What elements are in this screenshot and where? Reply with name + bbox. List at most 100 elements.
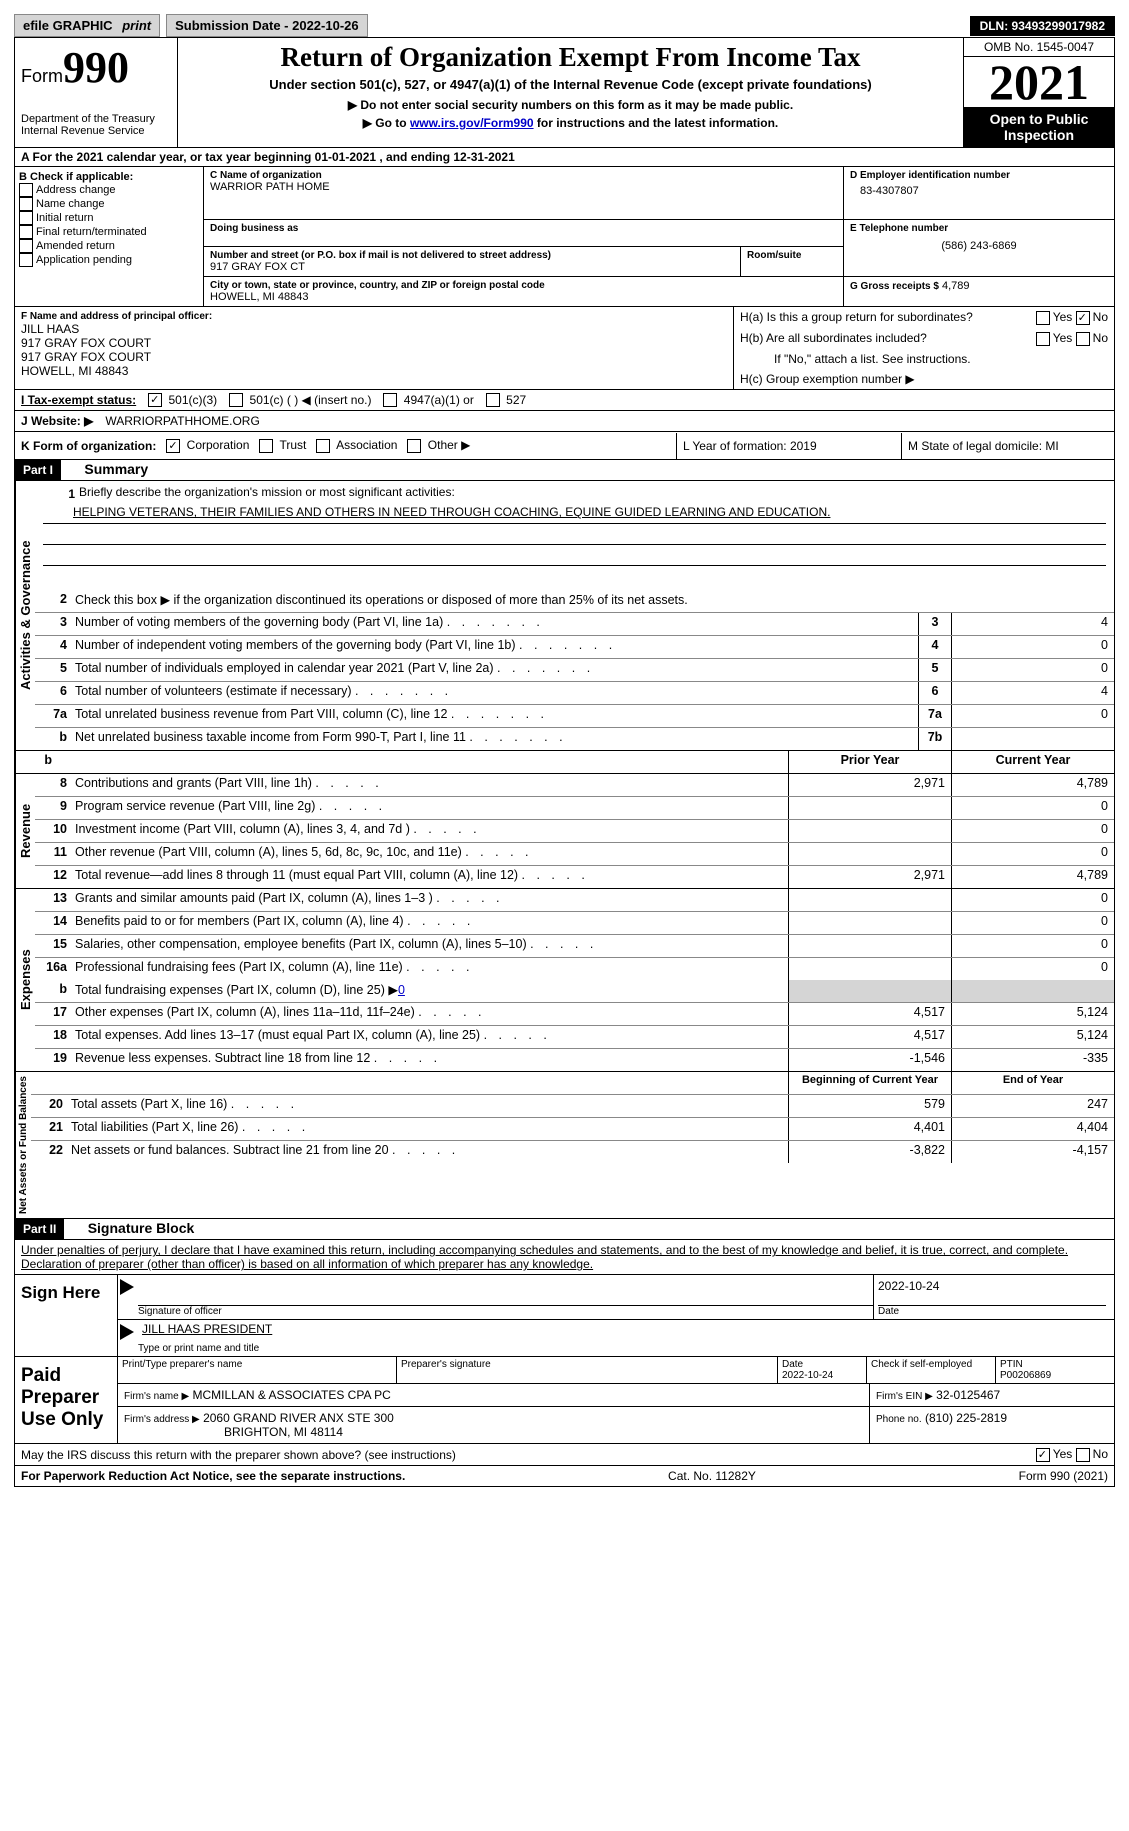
check-intro: B Check if applicable: xyxy=(19,171,199,183)
ln-num: 10 xyxy=(35,820,71,842)
tax-year: 2021 xyxy=(964,57,1114,107)
sign-here-section: Sign Here Signature of officer 2022-10-2… xyxy=(14,1275,1115,1357)
ln-text: Total liabilities (Part X, line 26) . . … xyxy=(67,1118,788,1140)
ln-box: 7b xyxy=(918,728,951,750)
col-f: F Name and address of principal officer:… xyxy=(15,307,734,389)
firm-addr1: 2060 GRAND RIVER ANX STE 300 xyxy=(203,1411,394,1425)
form-number: 990 xyxy=(63,43,129,92)
ln-prior xyxy=(788,889,951,911)
ln-text: Revenue less expenses. Subtract line 18 … xyxy=(71,1049,788,1071)
tab-revenue: Revenue xyxy=(15,774,35,888)
prep-date-label: Date xyxy=(782,1359,862,1370)
ln-text: Net unrelated business taxable income fr… xyxy=(71,728,918,750)
ts-501c: 501(c) ( ) ◀ (insert no.) xyxy=(250,393,372,407)
ln-prior: 4,401 xyxy=(788,1118,951,1140)
ln-prior xyxy=(788,797,951,819)
col-current: Current Year xyxy=(951,751,1114,773)
form-header: Form990 Department of the Treasury Inter… xyxy=(14,37,1115,148)
ln-current: 5,124 xyxy=(951,1003,1114,1025)
form-title: Return of Organization Exempt From Incom… xyxy=(184,42,957,73)
ln-num: 18 xyxy=(35,1026,71,1048)
ln-num: 4 xyxy=(35,636,71,658)
ln-num: 20 xyxy=(31,1095,67,1117)
yes-label: Yes xyxy=(1053,331,1073,345)
ln-text: Contributions and grants (Part VIII, lin… xyxy=(71,774,788,796)
ln-box: 5 xyxy=(918,659,951,681)
section-net: Net Assets or Fund Balances Beginning of… xyxy=(14,1072,1115,1219)
ln-prior: 4,517 xyxy=(788,1026,951,1048)
header-left: Form990 Department of the Treasury Inter… xyxy=(15,38,178,147)
ln-current: 4,404 xyxy=(951,1118,1114,1140)
cb-amended[interactable]: Amended return xyxy=(19,239,199,253)
tel-label: E Telephone number xyxy=(850,223,1108,234)
ln-num: 7a xyxy=(35,705,71,727)
org-name: WARRIOR PATH HOME xyxy=(210,181,837,193)
part-1-header: Part I Summary xyxy=(14,460,1115,481)
sig-officer-label: Signature of officer xyxy=(138,1305,873,1317)
cb-label: Amended return xyxy=(36,240,115,252)
street-label: Number and street (or P.O. box if mail i… xyxy=(210,250,734,261)
ln-val: 4 xyxy=(951,682,1114,704)
ln-text: Number of voting members of the governin… xyxy=(71,613,918,635)
ln-text: Total number of individuals employed in … xyxy=(71,659,918,681)
gross-label: G Gross receipts $ xyxy=(850,281,939,292)
footer-mid: Cat. No. 11282Y xyxy=(668,1469,756,1483)
k-corp: Corporation xyxy=(187,438,250,452)
ln-prior: 2,971 xyxy=(788,866,951,888)
ln-prior: 579 xyxy=(788,1095,951,1117)
ln-text: Total assets (Part X, line 16) . . . . . xyxy=(67,1095,788,1117)
ln-num: 22 xyxy=(31,1141,67,1163)
firm-phone: (810) 225-2819 xyxy=(925,1411,1007,1425)
ln-box: 4 xyxy=(918,636,951,658)
room-label: Room/suite xyxy=(747,250,837,261)
ln-current: -4,157 xyxy=(951,1141,1114,1163)
ln-num: 8 xyxy=(35,774,71,796)
sign-here: Sign Here xyxy=(15,1275,118,1356)
no-label: No xyxy=(1093,1447,1108,1461)
dept: Department of the Treasury xyxy=(21,113,171,125)
ln-num: 17 xyxy=(35,1003,71,1025)
officer-addr1: 917 GRAY FOX COURT xyxy=(21,336,727,350)
irs-link[interactable]: www.irs.gov/Form990 xyxy=(410,116,534,130)
print-text[interactable]: print xyxy=(122,18,151,33)
tax-status-label: I Tax-exempt status: xyxy=(21,393,136,407)
discuss-text: May the IRS discuss this return with the… xyxy=(21,1448,456,1462)
footer: For Paperwork Reduction Act Notice, see … xyxy=(14,1466,1115,1487)
date-label: Date xyxy=(878,1305,1106,1317)
cb-final[interactable]: Final return/terminated xyxy=(19,225,199,239)
col-h: H(a) Is this a group return for subordin… xyxy=(734,307,1114,389)
website-label: J Website: ▶ xyxy=(21,414,93,428)
cb-name[interactable]: Name change xyxy=(19,197,199,211)
yes-label: Yes xyxy=(1053,1447,1073,1461)
discuss-row: May the IRS discuss this return with the… xyxy=(14,1444,1115,1466)
ln-num: 6 xyxy=(35,682,71,704)
ln-current: 0 xyxy=(951,958,1114,980)
cb-address[interactable]: Address change xyxy=(19,183,199,197)
col-headers: b Prior Year Current Year xyxy=(14,751,1115,774)
l-year: L Year of formation: 2019 xyxy=(676,433,889,459)
ln-prior xyxy=(788,843,951,865)
no-label: No xyxy=(1093,310,1108,324)
k-assoc: Association xyxy=(336,438,397,452)
ln-val: 0 xyxy=(951,659,1114,681)
website-value: WARRIORPATHHOME.ORG xyxy=(105,414,259,428)
ln-current: 0 xyxy=(951,797,1114,819)
cb-pending[interactable]: Application pending xyxy=(19,253,199,267)
part1-title: Summary xyxy=(64,461,148,477)
ein: 83-4307807 xyxy=(850,181,1108,201)
ha-label: H(a) Is this a group return for subordin… xyxy=(740,310,1036,325)
ln-num: b xyxy=(35,980,71,1002)
prep-date: 2022-10-24 xyxy=(782,1370,862,1381)
part1-label: Part I xyxy=(15,460,61,480)
ln-num: 14 xyxy=(35,912,71,934)
row-i: I Tax-exempt status: 501(c)(3) 501(c) ( … xyxy=(14,390,1115,412)
part2-title: Signature Block xyxy=(68,1220,195,1236)
note2-post: for instructions and the latest informat… xyxy=(534,116,779,130)
ln-box: 6 xyxy=(918,682,951,704)
ln-num: 12 xyxy=(35,866,71,888)
cb-initial[interactable]: Initial return xyxy=(19,211,199,225)
ln-prior: -1,546 xyxy=(788,1049,951,1071)
firm-name: MCMILLAN & ASSOCIATES CPA PC xyxy=(193,1388,391,1402)
city: HOWELL, MI 48843 xyxy=(210,291,837,303)
officer-label: F Name and address of principal officer: xyxy=(21,311,727,322)
